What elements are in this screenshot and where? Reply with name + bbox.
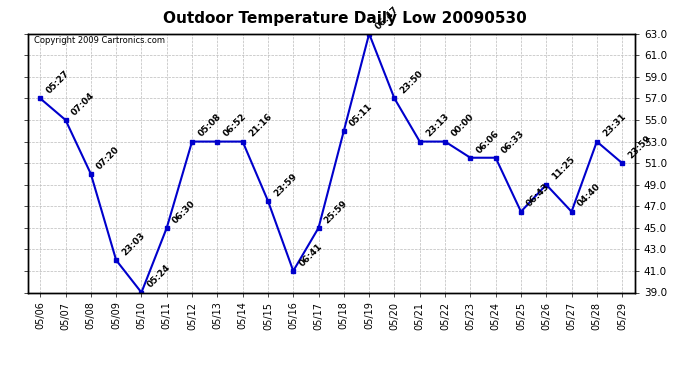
- Text: 23:50: 23:50: [399, 69, 425, 96]
- Text: 06:41: 06:41: [297, 242, 324, 268]
- Text: 06:52: 06:52: [221, 112, 248, 139]
- Text: 23:59: 23:59: [627, 134, 653, 160]
- Text: 07:20: 07:20: [95, 145, 121, 171]
- Text: 06:30: 06:30: [171, 199, 197, 225]
- Text: 06:43: 06:43: [525, 182, 552, 209]
- Text: Copyright 2009 Cartronics.com: Copyright 2009 Cartronics.com: [34, 36, 165, 45]
- Text: 05:24: 05:24: [146, 263, 172, 290]
- Text: 05:11: 05:11: [348, 102, 375, 128]
- Text: 25:59: 25:59: [323, 198, 349, 225]
- Text: 04:40: 04:40: [575, 182, 602, 209]
- Text: 06:47: 06:47: [373, 4, 400, 31]
- Text: 23:13: 23:13: [424, 112, 451, 139]
- Text: 21:16: 21:16: [247, 112, 273, 139]
- Text: 11:25: 11:25: [551, 155, 577, 182]
- Text: 05:08: 05:08: [196, 112, 223, 139]
- Text: 23:59: 23:59: [272, 171, 299, 198]
- Text: 06:06: 06:06: [475, 129, 501, 155]
- Text: 23:03: 23:03: [120, 231, 147, 257]
- Text: Outdoor Temperature Daily Low 20090530: Outdoor Temperature Daily Low 20090530: [163, 11, 527, 26]
- Text: 07:04: 07:04: [70, 91, 97, 117]
- Text: 05:27: 05:27: [44, 69, 71, 96]
- Text: 06:33: 06:33: [500, 129, 526, 155]
- Text: 23:31: 23:31: [601, 112, 628, 139]
- Text: 00:00: 00:00: [449, 112, 475, 139]
